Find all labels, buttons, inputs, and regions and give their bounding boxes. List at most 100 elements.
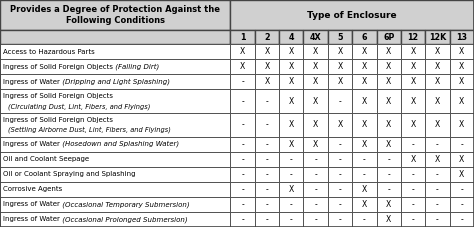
Text: X: X [386, 120, 392, 129]
Bar [401, 59, 425, 74]
Bar [425, 167, 450, 182]
Text: -: - [290, 170, 292, 179]
Text: X: X [289, 77, 294, 86]
Bar [450, 212, 474, 227]
Text: -: - [338, 215, 341, 224]
Bar [230, 137, 255, 152]
Bar [303, 59, 328, 74]
Text: Ingress of Solid Foreign Objects: Ingress of Solid Foreign Objects [3, 64, 113, 70]
Bar [279, 44, 303, 59]
Bar [352, 167, 376, 182]
Text: X: X [459, 97, 465, 106]
Text: (Dripping and Light Splashing): (Dripping and Light Splashing) [60, 79, 170, 85]
Bar [230, 152, 255, 167]
Text: -: - [241, 155, 244, 164]
Bar [279, 30, 303, 44]
Bar [230, 59, 255, 74]
Bar [401, 113, 425, 137]
Text: X: X [435, 62, 440, 71]
Text: -: - [412, 170, 414, 179]
Text: 5: 5 [337, 33, 343, 42]
Bar [0, 137, 230, 152]
Bar [425, 113, 450, 137]
Text: X: X [240, 62, 245, 71]
Bar [0, 30, 230, 44]
Bar [328, 59, 352, 74]
Text: -: - [241, 97, 244, 106]
Text: X: X [337, 47, 343, 56]
Bar [279, 197, 303, 212]
Bar [401, 167, 425, 182]
Bar [0, 113, 230, 137]
Bar [376, 74, 401, 89]
Bar [230, 212, 255, 227]
Text: X: X [386, 47, 392, 56]
Bar [0, 0, 230, 30]
Text: -: - [338, 200, 341, 209]
Bar [303, 113, 328, 137]
Bar [255, 59, 279, 74]
Bar [303, 44, 328, 59]
Text: X: X [313, 62, 318, 71]
Text: -: - [314, 170, 317, 179]
Bar [279, 152, 303, 167]
Text: -: - [338, 170, 341, 179]
Text: Ingress of Water: Ingress of Water [3, 79, 60, 85]
Bar [303, 212, 328, 227]
Text: 6: 6 [362, 33, 367, 42]
Text: X: X [240, 47, 245, 56]
Bar [425, 30, 450, 44]
Text: Ingress of Water: Ingress of Water [3, 201, 60, 207]
Bar [328, 44, 352, 59]
Text: -: - [412, 215, 414, 224]
Bar [279, 113, 303, 137]
Text: X: X [386, 62, 392, 71]
Text: X: X [410, 97, 416, 106]
Text: X: X [459, 155, 465, 164]
Text: X: X [386, 140, 392, 149]
Bar [352, 182, 376, 197]
Bar [376, 113, 401, 137]
Bar [279, 182, 303, 197]
Text: -: - [265, 185, 268, 194]
Bar [0, 197, 230, 212]
Text: Ingress of Solid Foreign Objects: Ingress of Solid Foreign Objects [3, 93, 113, 99]
Text: X: X [459, 47, 465, 56]
Bar [230, 0, 474, 30]
Text: X: X [362, 140, 367, 149]
Text: -: - [241, 140, 244, 149]
Bar [255, 212, 279, 227]
Bar [425, 59, 450, 74]
Bar [230, 30, 255, 44]
Bar [376, 89, 401, 113]
Text: X: X [386, 215, 392, 224]
Text: -: - [338, 155, 341, 164]
Text: -: - [290, 155, 292, 164]
Text: -: - [241, 120, 244, 129]
Bar [303, 30, 328, 44]
Text: (Hosedown and Splashing Water): (Hosedown and Splashing Water) [60, 141, 179, 148]
Text: -: - [241, 200, 244, 209]
Text: 12: 12 [408, 33, 419, 42]
Text: -: - [338, 140, 341, 149]
Text: X: X [289, 47, 294, 56]
Text: X: X [459, 62, 465, 71]
Text: -: - [265, 170, 268, 179]
Text: -: - [460, 140, 463, 149]
Text: 2: 2 [264, 33, 270, 42]
Bar [303, 197, 328, 212]
Text: -: - [460, 185, 463, 194]
Bar [450, 197, 474, 212]
Bar [401, 44, 425, 59]
Text: -: - [387, 155, 390, 164]
Bar [255, 197, 279, 212]
Bar [303, 167, 328, 182]
Bar [328, 197, 352, 212]
Bar [450, 113, 474, 137]
Bar [352, 197, 376, 212]
Text: X: X [410, 77, 416, 86]
Bar [352, 59, 376, 74]
Bar [425, 197, 450, 212]
Text: (Circulating Dust, Lint, Fibers, and Flyings): (Circulating Dust, Lint, Fibers, and Fly… [8, 103, 150, 110]
Bar [230, 197, 255, 212]
